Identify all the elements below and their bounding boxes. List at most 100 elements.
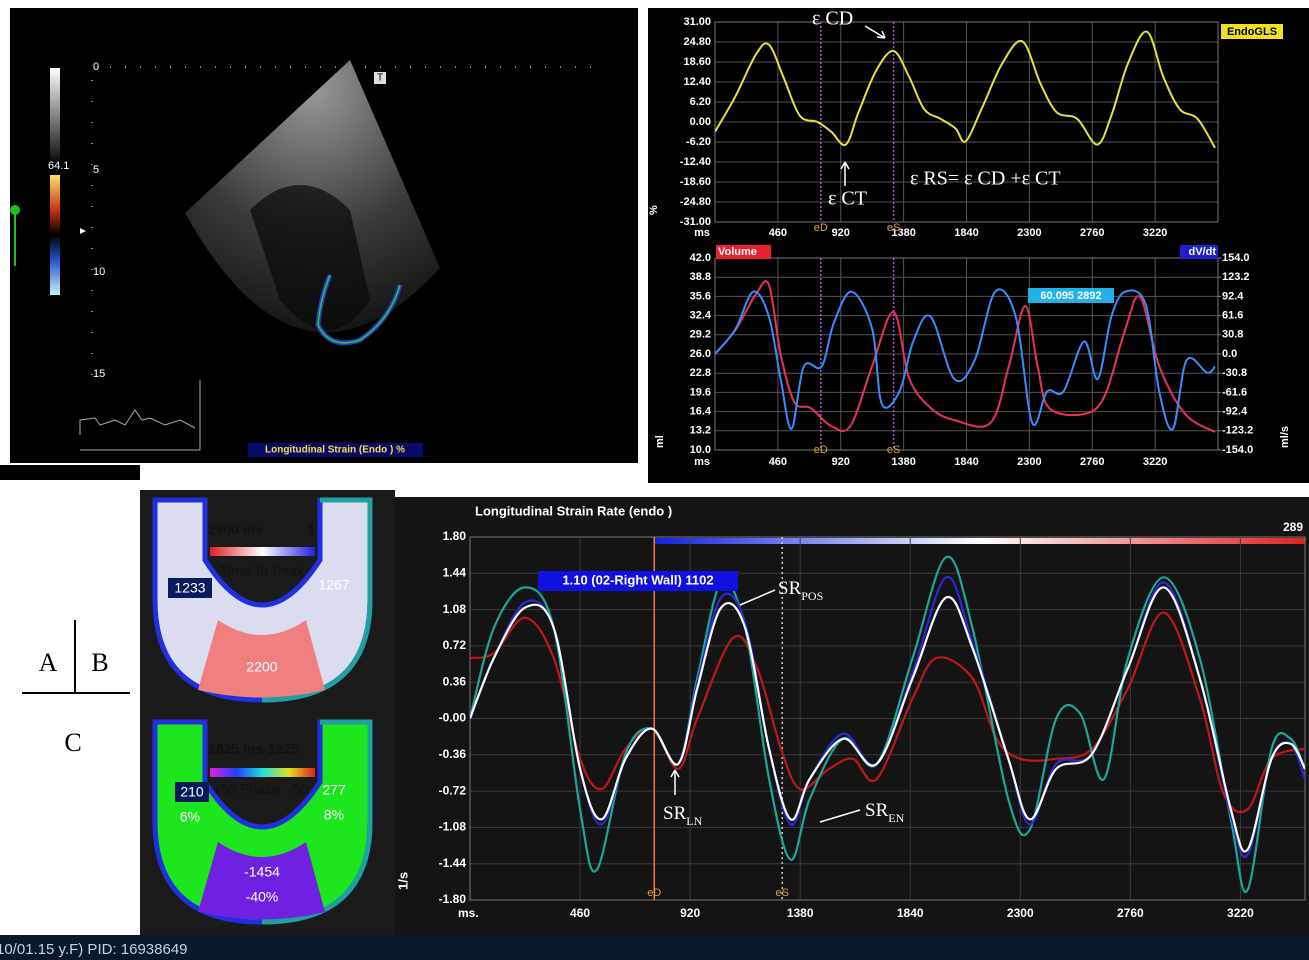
panel-label: B	[91, 648, 108, 677]
time-colorbar	[654, 538, 1305, 544]
event-label: eS	[887, 222, 900, 234]
segment-value: -40%	[246, 889, 279, 905]
legend-label: EndoGLS	[1227, 26, 1277, 38]
y2-tick-label: -61.6	[1222, 386, 1247, 398]
annotation: ε RS= ε CD +ε CT	[910, 168, 1061, 190]
y-tick-label: 24.80	[683, 36, 711, 48]
y-tick-label: 32.4	[690, 310, 712, 322]
x-tick-label: 920	[832, 456, 850, 468]
y2-tick-label: -92.4	[1222, 406, 1248, 418]
y-tick-label: 31.00	[683, 16, 711, 28]
y2-tick-label: 0.0	[1222, 348, 1237, 360]
y-tick-label: 35.6	[690, 290, 711, 302]
event-label: eS	[887, 444, 900, 456]
x-tick-label: 460	[570, 906, 590, 920]
x-tick-label: 920	[832, 227, 850, 239]
y-tick-label: 13.2	[690, 425, 711, 437]
marker-label: T	[377, 73, 383, 84]
y-tick-label: 1.44	[443, 565, 467, 579]
x-tick-label: 2760	[1080, 456, 1104, 468]
map-header: 2900 ms	[208, 522, 263, 538]
y-tick-label: -1.80	[439, 892, 467, 906]
y2-tick-label: 61.6	[1222, 310, 1243, 322]
chart-title: Longitudinal Strain Rate (endo )	[475, 503, 672, 518]
x-tick-label: 3220	[1143, 456, 1167, 468]
annotation: ε CT	[828, 188, 867, 210]
annotation-sub: EN	[888, 811, 904, 825]
segment-value: 6%	[180, 809, 200, 825]
y-tick-label: 29.2	[690, 329, 711, 341]
y-tick-label: 0.00	[690, 116, 711, 128]
x-tick-label: 2300	[1017, 227, 1041, 239]
x-tick-label: 3220	[1227, 906, 1254, 920]
x-tick-label: 1380	[891, 456, 915, 468]
map-header: 1	[308, 522, 316, 538]
x-tick-label: 460	[769, 227, 787, 239]
segment-value: 8%	[324, 807, 344, 823]
depth-label: 0	[93, 61, 99, 73]
segment-value: 210	[180, 784, 204, 800]
map-caption: Phase	[240, 781, 280, 797]
x-tick-label: 2300	[1007, 906, 1034, 920]
y-tick-label: 1.08	[443, 602, 467, 616]
y2-tick-label: -30.8	[1222, 367, 1247, 379]
y-tick-label: -1.08	[439, 820, 467, 834]
event-label: eS	[775, 887, 788, 899]
y-tick-label: 16.4	[690, 406, 712, 418]
status-bar	[0, 935, 1309, 960]
color-scale-bar	[50, 175, 60, 295]
x-tick-label: 920	[680, 906, 700, 920]
x-axis-label: ms.	[458, 906, 479, 920]
y-tick-label: -0.00	[439, 711, 467, 725]
annotation-main: SR	[778, 578, 802, 599]
map-caption: Time To Peak	[220, 563, 306, 579]
y-axis-label: 1/s	[395, 872, 410, 890]
y-axis-label: %	[648, 205, 660, 215]
y2-tick-label: 30.8	[1222, 329, 1243, 341]
x-tick-label: 2760	[1117, 906, 1144, 920]
annotation: ε CD	[812, 8, 853, 30]
segment-value: 277	[322, 782, 346, 798]
panel-label: C	[64, 728, 81, 757]
y2-axis-label: ml/s	[1279, 426, 1291, 448]
map-header: 1825 ms-1825	[208, 741, 299, 757]
y-tick-label: 18.60	[683, 56, 711, 68]
corner-label: 289	[1283, 520, 1303, 534]
x-axis-label: ms	[694, 456, 710, 468]
y-tick-label: 0.72	[443, 638, 467, 652]
y-tick-label: -12.40	[680, 156, 711, 168]
y-tick-label: 19.6	[690, 386, 711, 398]
annotation-main: SR	[663, 803, 687, 824]
y2-tick-label: 123.2	[1222, 271, 1250, 283]
segment-value: -1454	[244, 864, 280, 880]
depth-label: 10	[93, 266, 105, 278]
strain-rate-panel	[395, 497, 1309, 935]
x-tick-label: 2300	[1017, 456, 1041, 468]
map-colorbar	[210, 547, 315, 556]
y-tick-label: 26.0	[690, 348, 711, 360]
segment-value: 2200	[246, 659, 277, 675]
annotation-sub: POS	[801, 589, 823, 603]
y-tick-label: -1.44	[439, 856, 467, 870]
y-tick-label: 1.80	[443, 529, 467, 543]
annotation-sub: LN	[686, 814, 702, 828]
slider-knob	[10, 205, 20, 215]
y2-tick-label: -123.2	[1222, 425, 1253, 437]
event-label: eD	[647, 887, 661, 899]
depth-label: 15	[93, 368, 105, 380]
y-tick-label: 0.36	[443, 674, 467, 688]
y-tick-label: -31.00	[680, 216, 711, 228]
x-tick-label: 2760	[1080, 227, 1104, 239]
map-caption: +50	[213, 781, 237, 797]
x-tick-label: 1840	[897, 906, 924, 920]
map-colorbar	[210, 768, 315, 777]
x-tick-label: 1840	[954, 456, 978, 468]
tooltip: 1.10 (02-Right Wall) 1102	[562, 572, 713, 587]
label-panel-bg	[0, 480, 140, 935]
legend-label: dV/dt	[1189, 246, 1217, 258]
depth-label: 5	[93, 164, 99, 176]
y2-tick-label: 92.4	[1222, 290, 1244, 302]
tooltip: 60.095 2892	[1040, 290, 1101, 302]
legend-label: Volume	[718, 246, 757, 258]
segment-value: 1233	[174, 580, 205, 596]
